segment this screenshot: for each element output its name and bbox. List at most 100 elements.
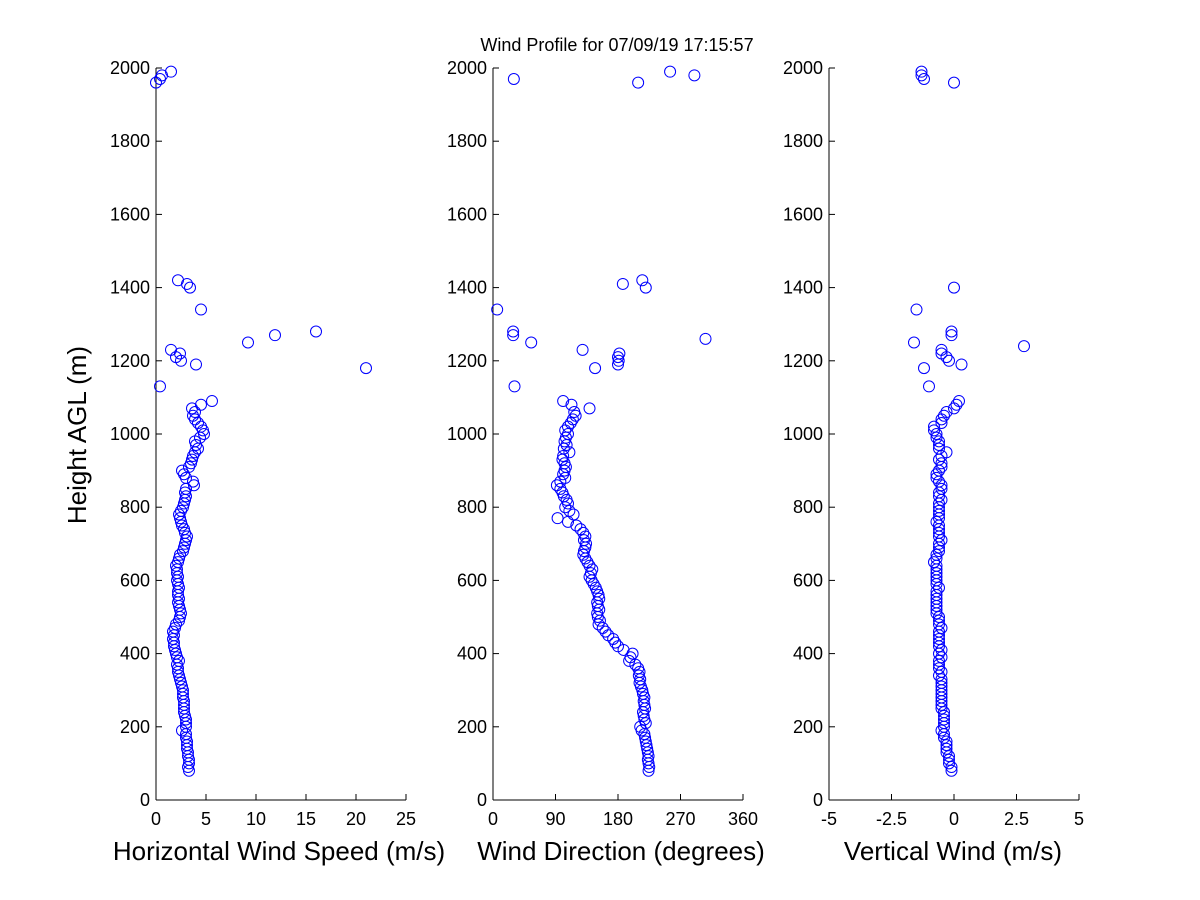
data-point: [184, 281, 196, 294]
y-axis-label: Height AGL (m): [62, 346, 92, 524]
data-point: [928, 424, 940, 437]
x-tick-label: 2.5: [1004, 809, 1029, 829]
y-tick-label: 1600: [110, 204, 150, 224]
data-point: [935, 493, 948, 506]
data-point: [172, 556, 184, 569]
data-point: [935, 347, 948, 360]
data-point: [928, 420, 940, 433]
y-tick-label: 400: [793, 644, 823, 664]
data-point: [554, 482, 567, 495]
data-point: [930, 548, 943, 561]
data-point: [551, 512, 564, 525]
y-tick-label: 1200: [110, 351, 150, 371]
data-point: [593, 592, 606, 605]
data-point: [171, 651, 183, 664]
figure-title: Wind Profile for 07/09/19 17:15:57: [480, 35, 753, 55]
data-point: [557, 395, 570, 408]
data-point: [935, 665, 948, 678]
data-point: [174, 603, 186, 616]
data-point: [269, 329, 281, 342]
y-tick-label: 400: [120, 644, 150, 664]
data-point: [930, 431, 943, 444]
data-point: [562, 428, 574, 440]
data-point: [699, 332, 712, 345]
data-point: [172, 274, 184, 287]
data-point: [933, 438, 945, 451]
data-point: [195, 398, 207, 411]
x-tick-label: 180: [603, 809, 633, 829]
x-axis-title: Vertical Wind (m/s): [844, 836, 1062, 866]
data-point: [948, 76, 960, 89]
data-point: [636, 274, 649, 287]
y-tick-label: 0: [477, 790, 487, 810]
data-point: [933, 618, 945, 631]
data-point: [560, 493, 573, 506]
x-axis-title: Horizontal Wind Speed (m/s): [113, 836, 445, 866]
y-tick-label: 2000: [110, 58, 150, 78]
data-point: [945, 761, 958, 774]
data-point: [950, 398, 963, 411]
data-point: [185, 457, 197, 470]
data-point: [583, 402, 596, 415]
data-point: [154, 380, 166, 393]
data-point: [175, 676, 187, 689]
x-tick-label: 270: [665, 809, 695, 829]
x-tick-label: -2.5: [876, 809, 907, 829]
data-point: [596, 621, 609, 634]
y-tick-label: 800: [793, 497, 823, 517]
data-point: [612, 354, 625, 367]
y-tick-label: 1200: [783, 351, 823, 371]
y-tick-label: 1400: [783, 278, 823, 298]
data-point: [955, 358, 968, 371]
data-point: [935, 651, 948, 664]
data-point: [933, 632, 945, 645]
data-point: [933, 526, 945, 539]
data-point: [566, 413, 579, 426]
data-point: [639, 281, 652, 294]
y-tick-label: 0: [140, 790, 150, 810]
data-point: [935, 482, 948, 495]
data-point: [599, 625, 612, 638]
data-point: [940, 742, 953, 755]
data-point: [179, 486, 191, 499]
data-point: [935, 724, 948, 737]
data-point: [195, 420, 207, 433]
data-point: [915, 65, 928, 78]
data-point: [930, 471, 943, 484]
data-point: [165, 65, 177, 78]
x-tick-label: 15: [296, 809, 316, 829]
wind-direction-panel: 0 90 180 270 360 0 200 400 600 800 1000 1200 1400 160…: [447, 58, 765, 866]
data-point: [179, 526, 191, 539]
data-point: [943, 753, 955, 766]
y-tick-label: 600: [457, 570, 487, 590]
data-point: [938, 709, 950, 722]
horizontal-wind-speed-panel: 0 5 10 15 20 25 0 200 400 600 800 1000 1200 1400 1600 1…: [110, 58, 445, 866]
y-tick-label: 1800: [783, 131, 823, 151]
data-point: [930, 428, 943, 440]
data-point: [632, 662, 645, 675]
data-point: [206, 395, 218, 408]
y-tick-label: 1200: [447, 351, 487, 371]
y-tick-label: 1800: [447, 131, 487, 151]
x-tick-label: 5: [1074, 809, 1084, 829]
data-point: [550, 479, 563, 492]
data-point: [930, 592, 943, 605]
data-point: [943, 354, 955, 367]
y-tick-label: 1800: [110, 131, 150, 151]
data-point: [507, 72, 520, 85]
data-point: [170, 647, 182, 660]
y-tick-label: 0: [813, 790, 823, 810]
data-point: [557, 449, 570, 462]
data-point: [940, 406, 953, 419]
data-point: [589, 362, 602, 375]
data-point: [945, 325, 958, 338]
data-point: [150, 76, 162, 89]
data-point: [943, 750, 955, 763]
data-point: [179, 537, 191, 550]
data-point: [935, 343, 948, 356]
data-point: [933, 435, 945, 448]
data-point: [190, 358, 202, 371]
data-point: [577, 548, 590, 561]
data-point: [577, 526, 590, 539]
data-point: [360, 362, 372, 375]
